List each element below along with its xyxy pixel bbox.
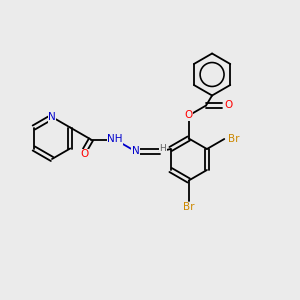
Text: N: N	[48, 112, 56, 122]
Text: O: O	[224, 100, 232, 110]
Text: H: H	[159, 144, 166, 153]
Text: N: N	[132, 146, 140, 157]
Text: Br: Br	[227, 134, 239, 144]
Text: NH: NH	[107, 134, 123, 145]
Text: O: O	[184, 110, 193, 121]
Text: O: O	[80, 149, 88, 159]
Text: Br: Br	[183, 202, 194, 212]
